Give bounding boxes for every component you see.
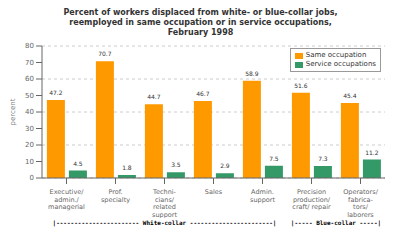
svg-text:50: 50 [25, 92, 34, 100]
svg-text:3.5: 3.5 [171, 161, 181, 168]
svg-text:4.5: 4.5 [73, 160, 83, 167]
svg-text:Admin.support: Admin.support [250, 188, 275, 204]
svg-text:30: 30 [25, 125, 34, 133]
svg-text:0: 0 [30, 174, 34, 182]
svg-text:70: 70 [25, 59, 34, 67]
svg-text:Precisionproduction/craft/ rep: Precisionproduction/craft/ repair [292, 188, 331, 211]
svg-text:Sales: Sales [205, 188, 223, 196]
svg-text:Prof.specialty: Prof.specialty [101, 188, 130, 204]
svg-text:58.9: 58.9 [245, 70, 259, 77]
svg-text:70.7: 70.7 [98, 50, 112, 57]
svg-text:46.7: 46.7 [196, 90, 210, 97]
svg-text:1.8: 1.8 [122, 164, 132, 171]
svg-text:44.7: 44.7 [147, 93, 161, 100]
svg-text:51.6: 51.6 [294, 82, 308, 89]
svg-text:40: 40 [25, 108, 34, 116]
html-text:Percent of workers displaced f: Percent of workers displaced from white-… [63, 8, 338, 17]
svg-text:percent: percent [9, 98, 17, 125]
svg-text:60: 60 [25, 75, 34, 83]
svg-text:10: 10 [25, 158, 34, 166]
svg-text:Operators/fabrica-tors/laborer: Operators/fabrica-tors/laborers [343, 188, 378, 218]
svg-text:47.2: 47.2 [49, 89, 63, 96]
html-text:|----- Blue-collar -----|: |----- Blue-collar -----| [290, 219, 382, 226]
html-text:reemployed in same occupation: reemployed in same occupation or in serv… [69, 18, 332, 27]
svg-text:7.5: 7.5 [269, 155, 279, 162]
svg-text:Executive/admin./managerial: Executive/admin./managerial [48, 188, 85, 211]
html-text:Service occupations: Service occupations [305, 60, 376, 68]
svg-text:11.2: 11.2 [365, 149, 379, 156]
html-text:February 1998: February 1998 [167, 28, 234, 37]
svg-text:2.9: 2.9 [220, 162, 230, 169]
svg-text:20: 20 [25, 141, 34, 149]
svg-text:7.3: 7.3 [318, 155, 328, 162]
html-text:Same occupation: Same occupation [305, 51, 367, 59]
svg-text:Techni-cians/relatedsupport: Techni-cians/relatedsupport [152, 188, 177, 218]
svg-text:45.4: 45.4 [343, 92, 357, 99]
svg-text:80: 80 [25, 42, 34, 50]
html-text:|----------------------- White: |----------------------- White-collar --… [52, 219, 277, 226]
